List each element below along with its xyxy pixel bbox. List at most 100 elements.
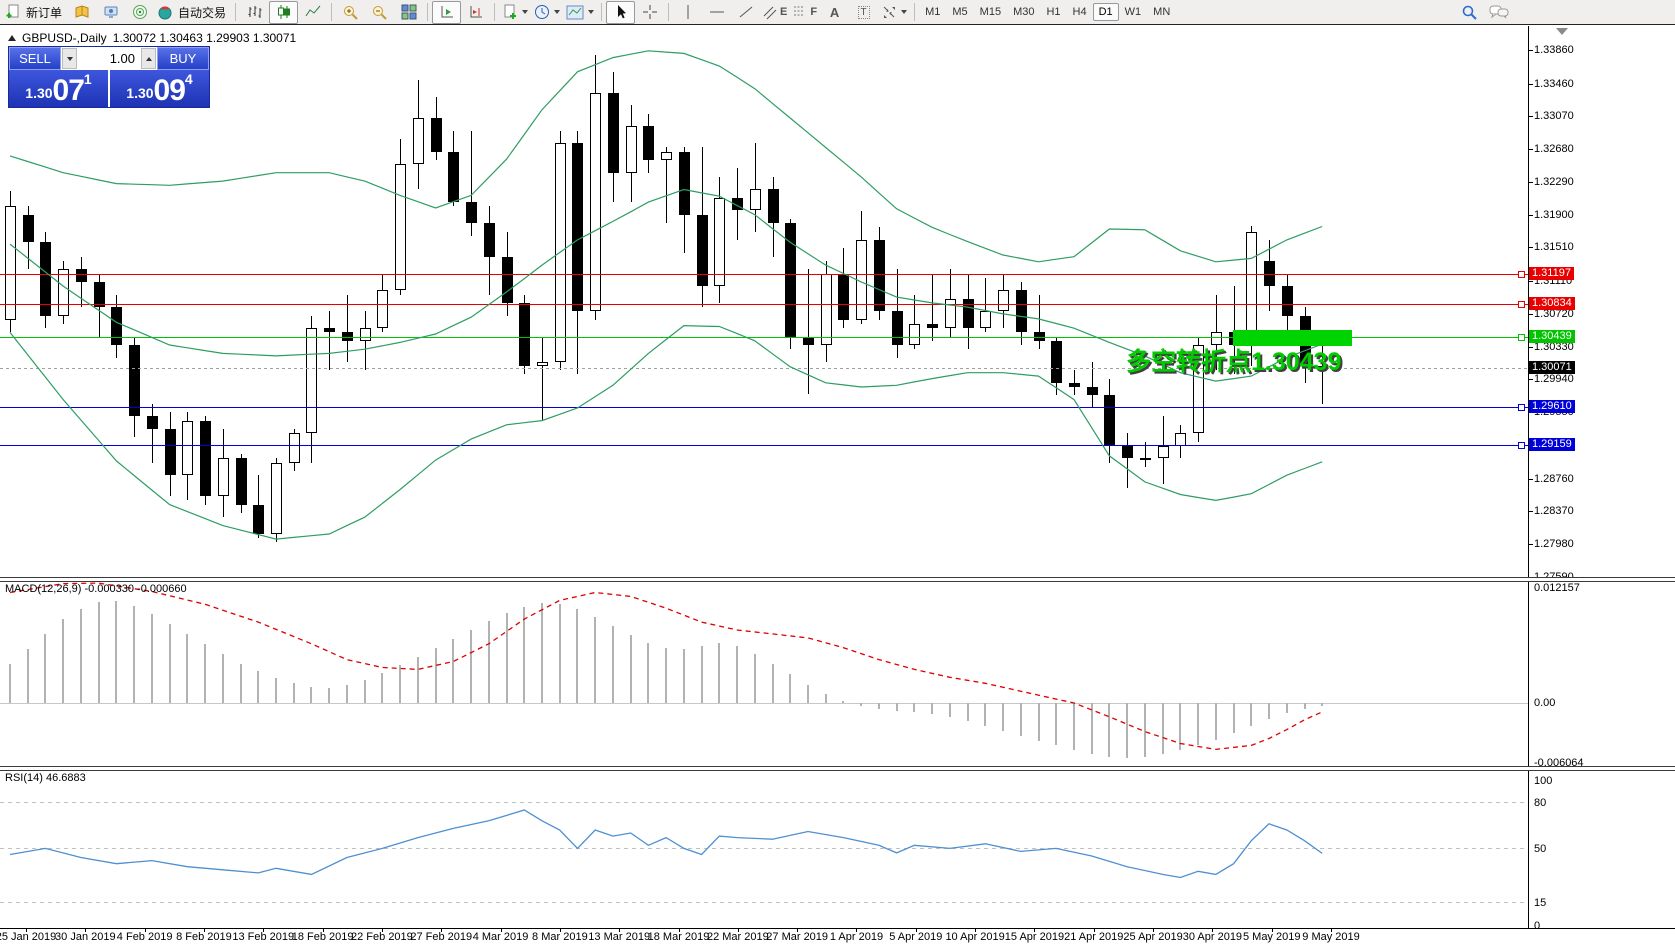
price-axis-tick <box>1529 116 1533 118</box>
date-axis-tick <box>500 928 502 932</box>
buy-quote[interactable]: 1.30 09 4 <box>110 70 209 107</box>
candle <box>732 197 744 211</box>
new-order-button[interactable]: 新订单 <box>2 1 67 24</box>
macd-bar <box>168 624 171 703</box>
timeframe-d1-button[interactable]: D1 <box>1092 3 1119 21</box>
horizontal-line-1.31197[interactable] <box>0 273 1528 275</box>
line-handle[interactable] <box>1518 270 1525 278</box>
template-image-icon <box>566 5 584 19</box>
date-axis-tick <box>975 928 977 932</box>
tile-windows-button[interactable] <box>394 1 423 24</box>
timeframe-group: M1 M5 M15 M30 H1 H4 D1 W1 MN <box>919 3 1176 21</box>
price-badge: 1.29610 <box>1529 400 1575 414</box>
line-chart-button[interactable] <box>298 1 327 24</box>
timeframe-m1-button[interactable]: M1 <box>925 6 941 18</box>
volume-input[interactable]: 1.00 <box>109 51 135 66</box>
new-order-icon <box>6 4 19 18</box>
fibonacci-button[interactable]: F <box>790 1 820 24</box>
horizontal-line-1.29610[interactable] <box>0 407 1528 409</box>
candle <box>998 290 1010 312</box>
signals-button[interactable] <box>125 1 154 24</box>
candle <box>1246 231 1258 345</box>
chevron-down-icon <box>588 10 595 14</box>
sell-button[interactable]: SELL <box>9 47 61 70</box>
price-axis-label: 1.31900 <box>1534 208 1574 221</box>
date-axis-label: 4 Feb 2019 <box>116 931 173 943</box>
rsi-axis-label: 15 <box>1534 897 1547 909</box>
macd-bar <box>1232 703 1235 733</box>
vertical-line-button[interactable] <box>673 1 702 24</box>
date-axis-tick <box>678 928 680 932</box>
macd-bar <box>718 642 721 703</box>
text-button[interactable]: A <box>820 1 849 24</box>
auto-trading-button[interactable]: 自动交易 <box>154 1 231 24</box>
arrows-button[interactable] <box>878 1 910 24</box>
candle <box>643 126 655 161</box>
line-handle[interactable] <box>1518 301 1525 309</box>
date-axis-tick <box>26 928 27 932</box>
templates-button[interactable] <box>563 1 597 24</box>
candle-wick <box>807 269 809 394</box>
price-axis-label: 1.32680 <box>1534 143 1574 156</box>
search-button[interactable] <box>1455 1 1484 24</box>
date-axis-tick <box>1331 928 1333 932</box>
horizontal-line-1.29159[interactable] <box>0 445 1528 447</box>
chart-area[interactable]: GBPUSD-,Daily 1.30072 1.30463 1.29903 1.… <box>0 26 1675 947</box>
line-handle[interactable] <box>1518 442 1525 450</box>
candle <box>501 256 513 303</box>
zoom-in-button[interactable] <box>336 1 365 24</box>
trendline-button[interactable] <box>731 1 760 24</box>
macd-zero-line <box>0 703 1528 704</box>
chart-shift-button[interactable] <box>461 1 490 24</box>
timeframe-w1-button[interactable]: W1 <box>1124 6 1142 18</box>
candle <box>483 223 495 257</box>
chat-button[interactable] <box>1484 1 1513 24</box>
indicators-button[interactable] <box>499 1 531 24</box>
favorites-button[interactable] <box>67 1 96 24</box>
crosshair-button[interactable] <box>635 1 664 24</box>
volume-decrease-button[interactable] <box>62 48 77 69</box>
chart-shift-marker-icon[interactable] <box>1556 28 1568 35</box>
rsi-line <box>9 809 1323 879</box>
macd-bar <box>700 645 703 703</box>
macd-bar <box>452 638 455 703</box>
date-axis-label: 1 Apr 2019 <box>829 931 884 943</box>
date-axis-label: 10 Apr 2019 <box>945 931 1005 943</box>
market-watch-button[interactable] <box>96 1 125 24</box>
timeframe-h1-button[interactable]: H1 <box>1046 6 1061 18</box>
buy-button[interactable]: BUY <box>157 47 209 70</box>
periods-button[interactable] <box>531 1 563 24</box>
line-handle[interactable] <box>1518 334 1525 342</box>
timeframe-m5-button[interactable]: M5 <box>952 6 968 18</box>
auto-scroll-button[interactable] <box>432 0 462 24</box>
candlestick-chart-button[interactable] <box>269 0 299 24</box>
macd-bar <box>824 694 827 703</box>
bar-chart-button[interactable] <box>240 1 269 24</box>
bar-chart-icon <box>248 6 262 18</box>
date-axis-label: 9 May 2019 <box>1302 931 1360 943</box>
timeframe-h4-button[interactable]: H4 <box>1072 6 1087 18</box>
zoom-out-button[interactable] <box>365 1 394 24</box>
one-click-collapse-icon[interactable] <box>8 35 16 41</box>
horizontal-line-button[interactable] <box>702 1 731 24</box>
candle <box>962 298 974 329</box>
cursor-button[interactable] <box>606 0 636 24</box>
price-axis-label: 1.33070 <box>1534 110 1574 123</box>
horizontal-line-1.30834[interactable] <box>0 304 1528 306</box>
equidistant-channel-button[interactable]: E <box>760 1 790 24</box>
book-icon <box>75 5 89 18</box>
timeframe-m15-button[interactable]: M15 <box>979 6 1002 18</box>
rsi-pane-separator[interactable] <box>0 766 1675 771</box>
sell-quote[interactable]: 1.30 07 1 <box>9 70 108 107</box>
annotation-text[interactable]: 多空转折点1.30439 <box>1126 348 1342 376</box>
timeframe-mn-button[interactable]: MN <box>1153 6 1171 18</box>
vertical-line-icon <box>687 5 689 19</box>
macd-bar <box>1250 703 1253 726</box>
macd-pane-separator[interactable] <box>0 577 1675 582</box>
macd-bar <box>1090 703 1093 755</box>
line-handle[interactable] <box>1518 404 1525 412</box>
timeframe-m30-button[interactable]: M30 <box>1013 6 1035 18</box>
text-label-button[interactable]: T <box>849 1 878 24</box>
volume-increase-button[interactable] <box>141 48 156 69</box>
macd-bar <box>629 634 632 703</box>
